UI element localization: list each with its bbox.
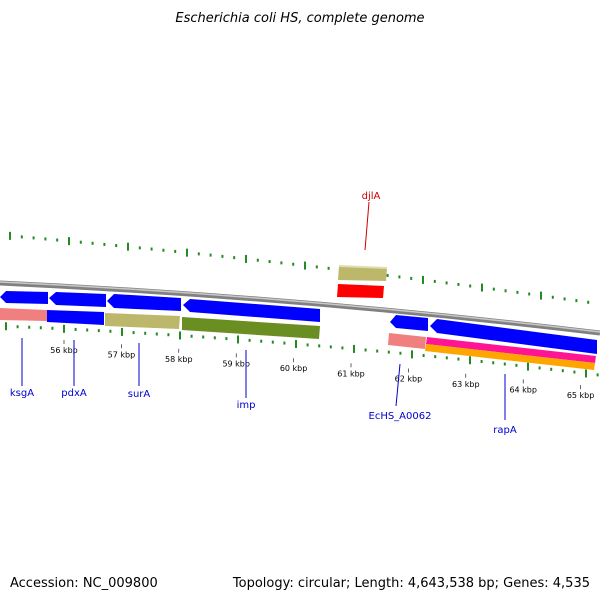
gc-skew-ticks-inner	[5, 322, 599, 378]
gene-label-pdxA[interactable]: pdxA	[61, 388, 87, 399]
gene-label-rapA[interactable]: rapA	[493, 425, 517, 436]
gene-label-ksgA[interactable]: ksgA	[10, 388, 34, 399]
gene-label-surA[interactable]: surA	[128, 389, 151, 400]
accession-text: Accession: NC_009800	[10, 576, 158, 591]
gene-labels: ksgA pdxA surA imp djlA EcHS_A0062 rapA	[10, 191, 517, 436]
feature-imp-cds[interactable]	[183, 299, 320, 322]
feature-djlA-cds[interactable]	[337, 284, 384, 298]
scale-ruler: 56 kbp 57 kbp 58 kbp 59 kbp 60 kbp 61 kbp 62 k…	[50, 340, 594, 400]
scale-tick-label: 62 kbp	[395, 374, 423, 383]
feature-track	[0, 265, 597, 370]
gene-leader-line	[364, 201, 370, 251]
feature-surA-cds[interactable]	[107, 294, 181, 311]
scale-tick-label: 58 kbp	[165, 355, 193, 364]
backbone-highlight	[0, 281, 600, 333]
gene-label-imp[interactable]: imp	[237, 400, 256, 411]
gc-skew-ticks-outer	[9, 231, 590, 304]
genome-summary-text: Topology: circular; Length: 4,643,538 bp…	[232, 576, 590, 591]
feature-ksgA-cog[interactable]	[0, 308, 47, 321]
gene-leader-line	[395, 363, 401, 407]
feature-rapA-cds[interactable]	[430, 319, 597, 354]
scale-tick-label: 63 kbp	[452, 380, 480, 389]
scale-tick-label: 60 kbp	[280, 364, 308, 373]
scale-tick-label: 57 kbp	[108, 350, 136, 359]
backbone-line	[0, 280, 600, 336]
feature-pdxA-cog[interactable]	[47, 310, 104, 325]
feature-rapA-cog-2[interactable]	[425, 344, 595, 370]
scale-tick-label: 61 kbp	[337, 369, 365, 378]
feature-surA-cog[interactable]	[105, 313, 180, 329]
scale-tick-label: 65 kbp	[567, 391, 595, 400]
feature-djlA-cog-highlight	[339, 265, 387, 269]
feature-djlA-cog[interactable]	[338, 266, 387, 281]
map-title: Escherichia coli HS, complete genome	[175, 11, 424, 26]
scale-tick-label: 59 kbp	[222, 359, 250, 368]
gene-label-djlA[interactable]: djlA	[362, 191, 381, 202]
feature-rapA-cog-1[interactable]	[426, 337, 596, 363]
gene-label-EcHS_A0062[interactable]: EcHS_A0062	[369, 411, 432, 422]
feature-imp-cog[interactable]	[182, 317, 320, 339]
feature-pdxA-cds[interactable]	[49, 292, 106, 307]
feature-EcHS_A0062-cds[interactable]	[390, 315, 428, 331]
scale-tick-label: 64 kbp	[509, 385, 537, 394]
feature-EcHS_A0062-cog[interactable]	[388, 333, 426, 349]
feature-ksgA-cds[interactable]	[0, 291, 48, 304]
scale-tick-label: 56 kbp	[50, 346, 78, 355]
backbone	[0, 280, 600, 336]
